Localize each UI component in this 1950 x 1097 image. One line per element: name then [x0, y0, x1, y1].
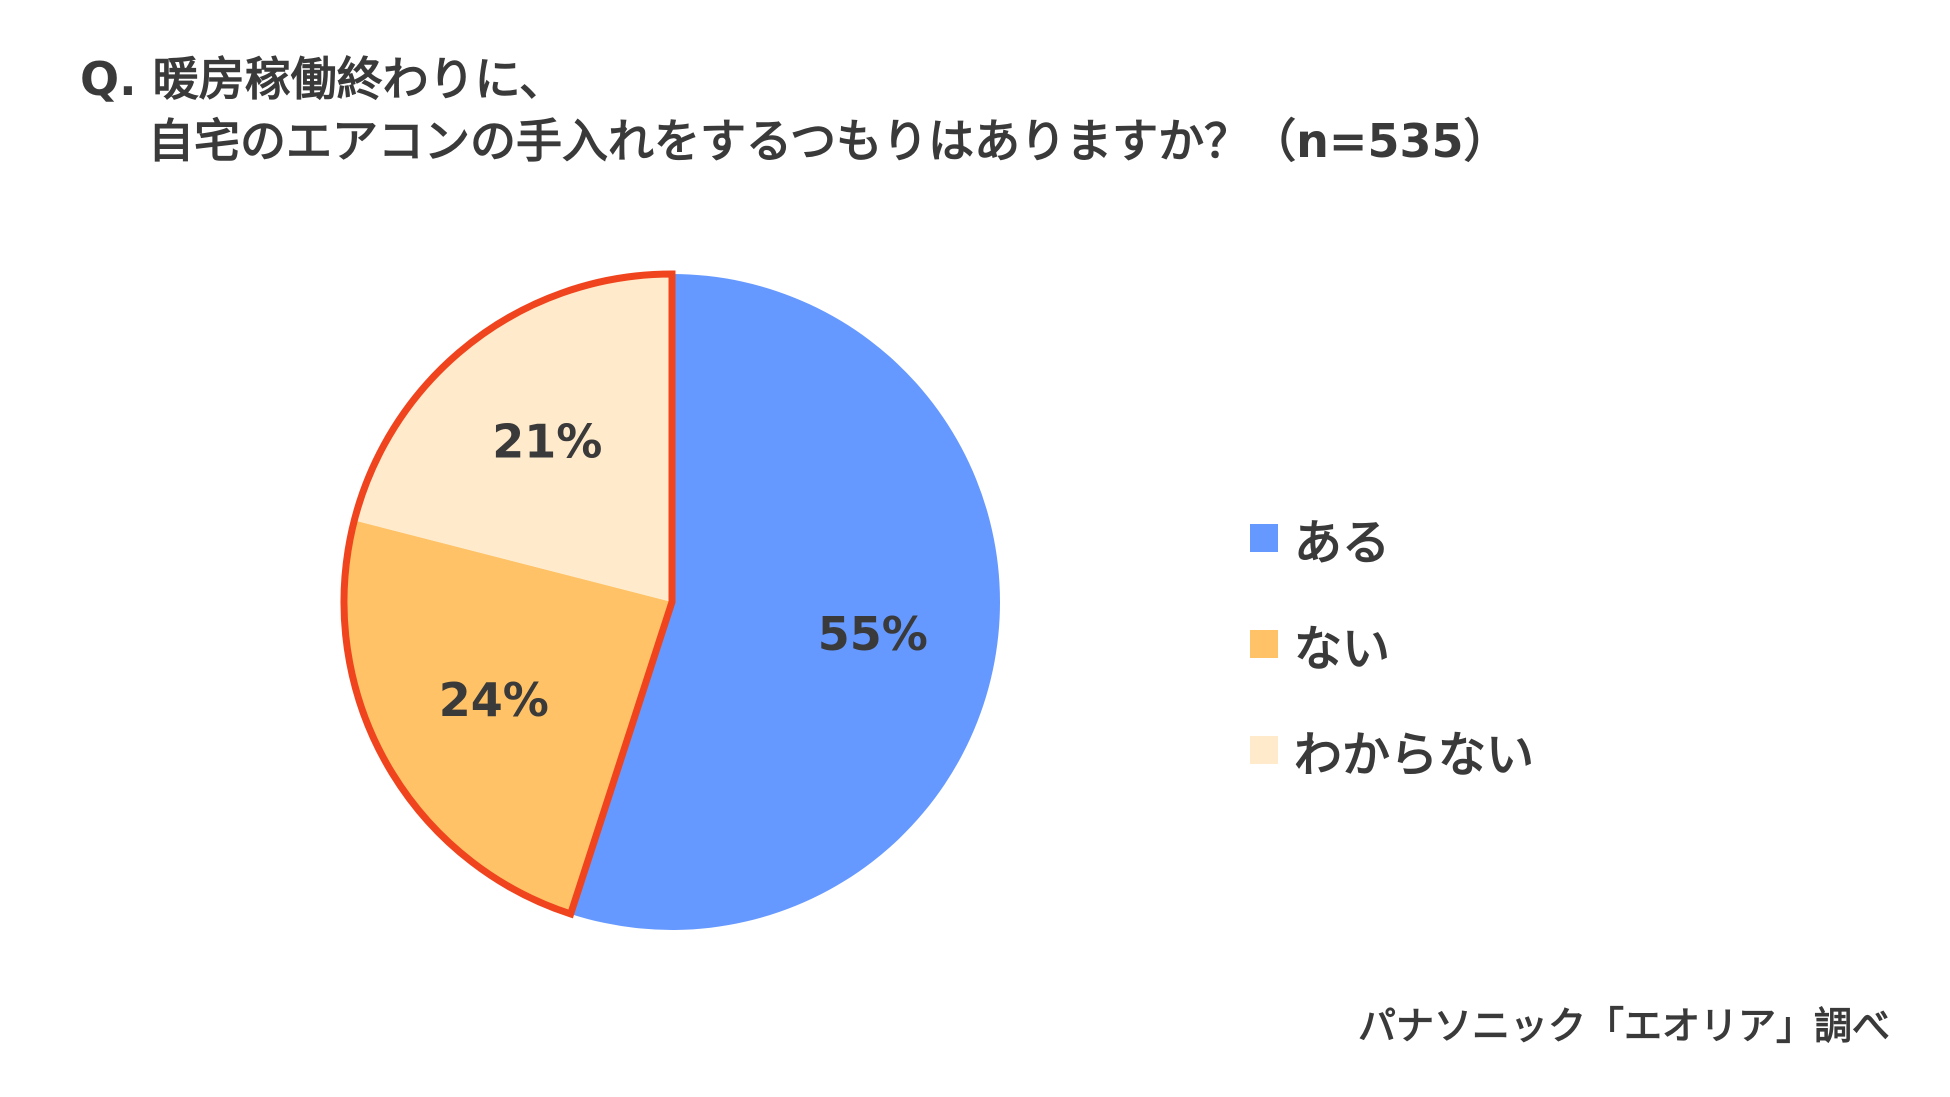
pie-slice-3 — [354, 274, 672, 602]
legend-label: ある — [1294, 515, 1391, 571]
slice-value-label: 24% — [439, 673, 549, 727]
slice-labels: 55% 24% 21% — [439, 414, 928, 727]
legend-item: ある — [1250, 485, 1534, 591]
legend-label: ない — [1294, 621, 1391, 677]
legend-swatch — [1250, 524, 1278, 552]
slice-value-label: 21% — [492, 414, 602, 468]
source-credit: パナソニック「エオリア」調べ — [1357, 1004, 1890, 1048]
legend-item: わからない — [1250, 697, 1534, 803]
legend-swatch — [1250, 736, 1278, 764]
chart-title: Q. 暖房稼働終わりに、 自宅のエアコンの手入れをするつもりはありますか？（n=… — [80, 48, 1509, 172]
pie-slice-1 — [570, 274, 1001, 930]
legend: ある ない わからない — [1250, 485, 1534, 803]
title-line-2: 自宅のエアコンの手入れをするつもりはありますか？（n=535） — [148, 114, 1510, 168]
title-line-1: Q. 暖房稼働終わりに、 — [80, 52, 566, 106]
legend-item: ない — [1250, 591, 1534, 697]
legend-swatch — [1250, 630, 1278, 658]
slice-value-label: 55% — [818, 607, 928, 661]
highlight-outline — [340, 270, 676, 919]
legend-label: わからない — [1294, 727, 1535, 783]
